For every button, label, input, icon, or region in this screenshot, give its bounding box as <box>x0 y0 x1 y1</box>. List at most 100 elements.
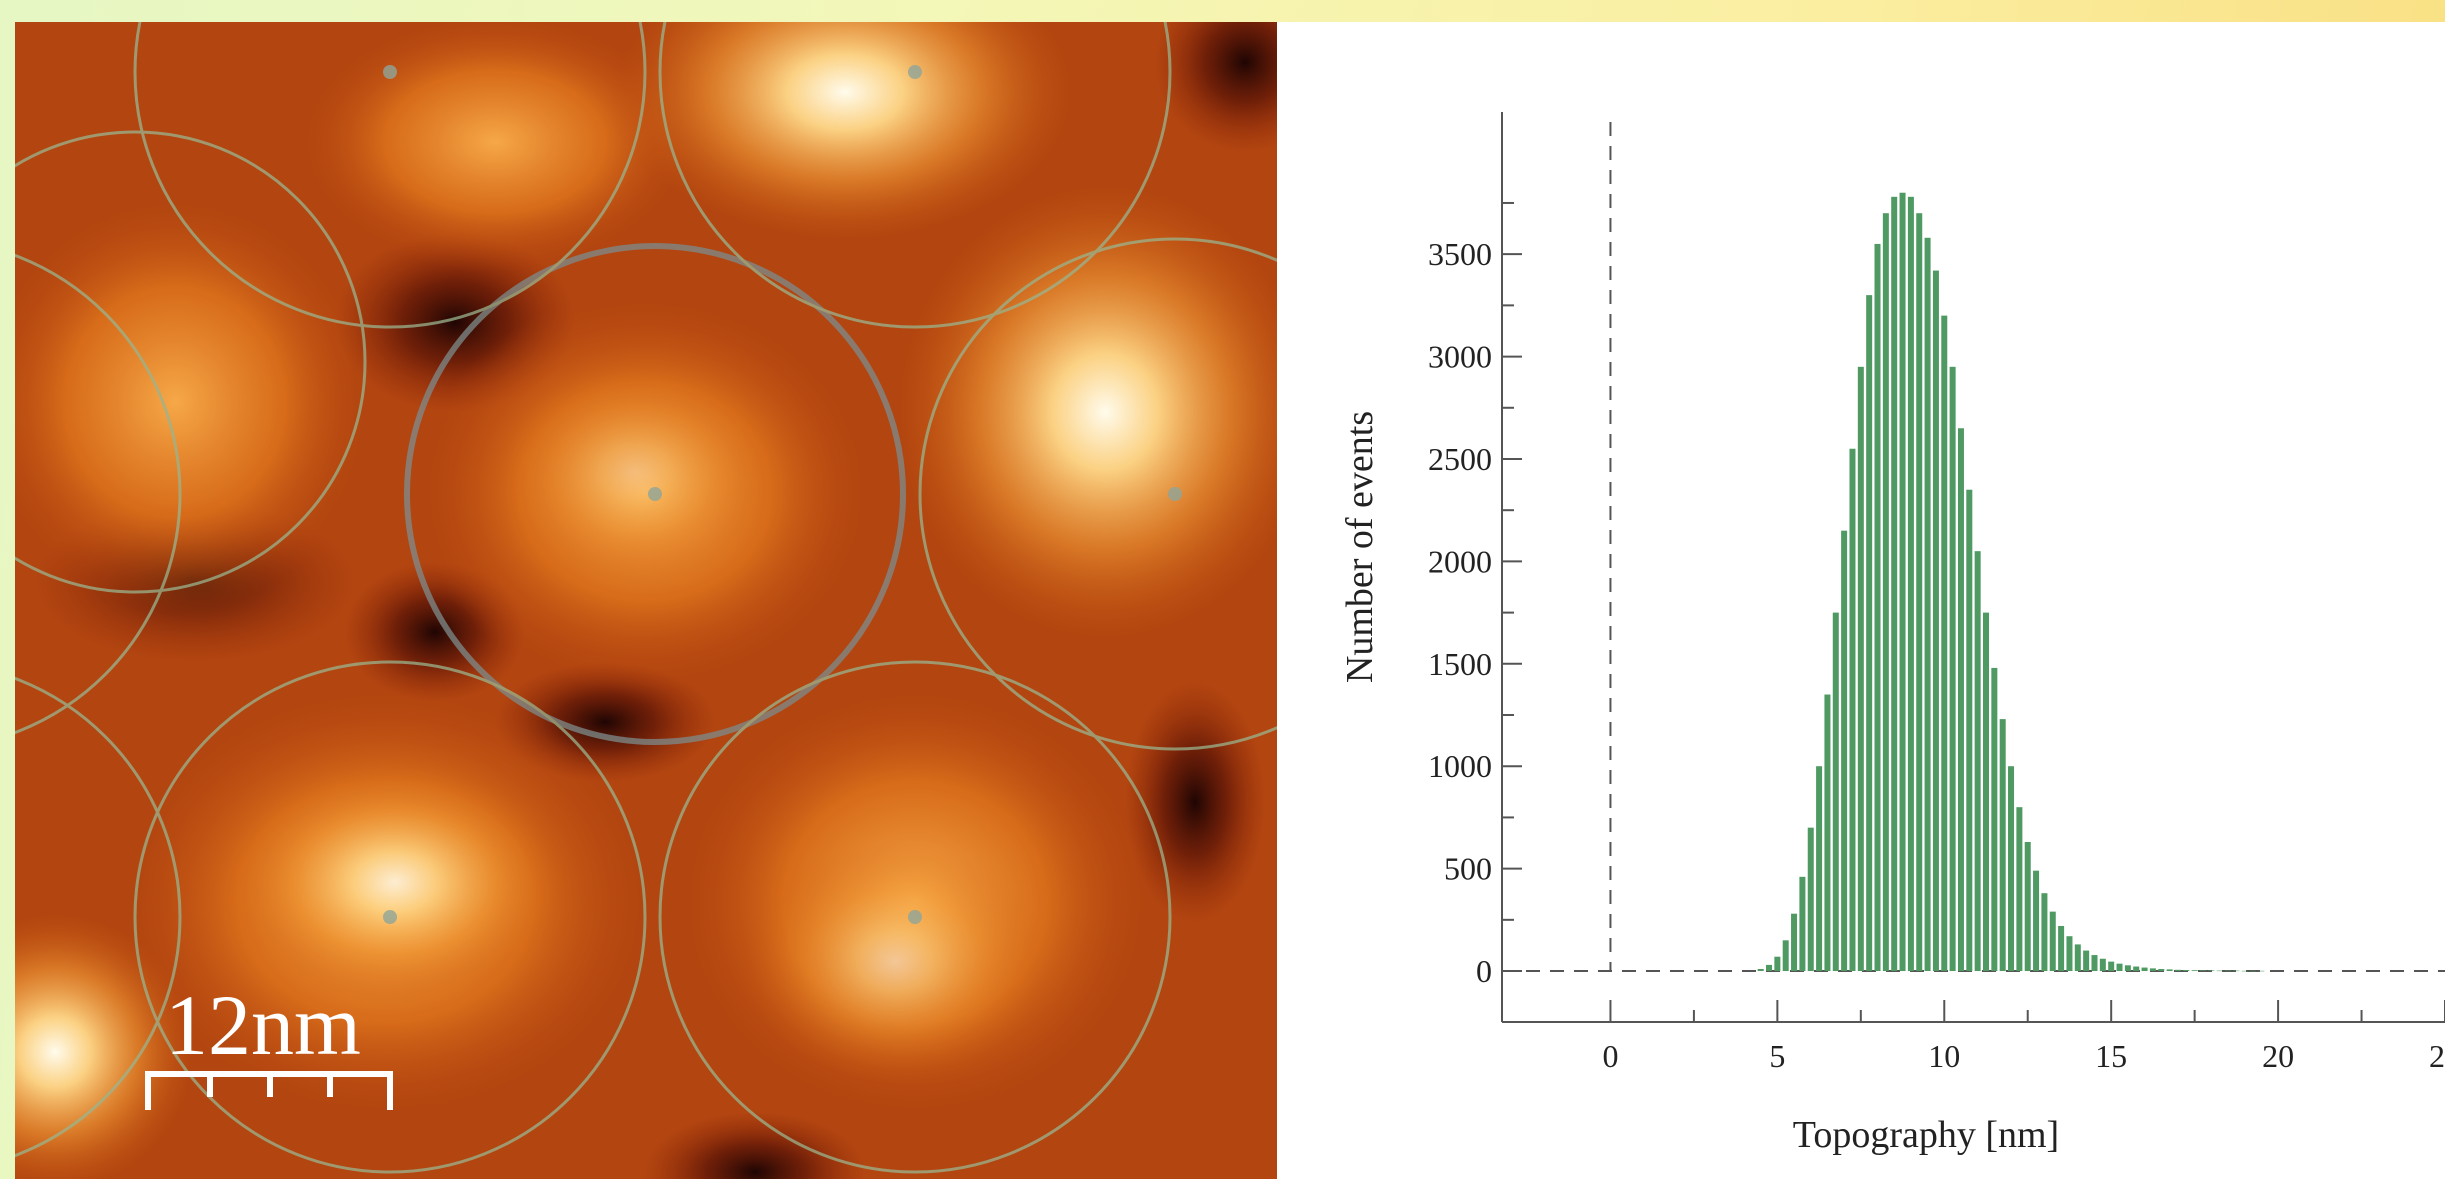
x-tick-label: 5 <box>1769 1038 1785 1074</box>
histogram-bar <box>2225 970 2232 972</box>
y-tick-label: 3500 <box>1428 236 1492 272</box>
afm-peak <box>745 842 1045 1082</box>
plot-frame <box>1501 112 2445 1023</box>
histogram-bar <box>2049 911 2056 972</box>
histogram-bar <box>2024 842 2031 972</box>
histogram-bar <box>1874 243 1881 972</box>
y-tick-label: 2500 <box>1428 441 1492 477</box>
histogram-bar <box>1841 530 1848 972</box>
x-tick-label: 15 <box>2095 1038 2127 1074</box>
histogram-bar <box>1924 237 1931 972</box>
histogram-bar <box>2166 969 2173 972</box>
grain-circle <box>658 660 1172 1174</box>
x-tick-label: 10 <box>1928 1038 1960 1074</box>
histogram-bar <box>2124 965 2131 972</box>
grain-circle-highlighted <box>404 243 906 745</box>
afm-topography-image: 12nm <box>15 22 1277 1179</box>
grain-circle <box>133 660 647 1174</box>
topography-histogram: 0510152025 0500100015002000250030003500 … <box>1277 22 2445 1179</box>
grain-center-dot <box>383 65 397 79</box>
histogram-bar <box>1857 366 1864 972</box>
grain-circle <box>15 676 182 1158</box>
histogram-bar <box>1766 964 1773 972</box>
histogram-bar <box>2233 970 2240 972</box>
histogram-bar <box>1807 827 1814 972</box>
x-tick-label: 0 <box>1602 1038 1618 1074</box>
y-axis-title: Number of events <box>1339 411 1381 683</box>
histogram-bar <box>1982 612 1990 972</box>
histogram-bar <box>1816 766 1823 972</box>
histogram-bar <box>1866 295 1873 972</box>
histogram-bar <box>1832 612 1839 972</box>
histogram-bar <box>1757 968 1764 972</box>
histogram-bar <box>1891 196 1898 972</box>
histogram-bar <box>1991 667 1998 972</box>
grain-center-dot <box>1168 487 1182 501</box>
histogram-bar <box>2033 870 2040 972</box>
histogram-bar <box>2016 807 2023 972</box>
grain-circle <box>918 237 1277 751</box>
x-tick-label: 20 <box>2262 1038 2294 1074</box>
histogram-bar <box>2250 970 2257 972</box>
afm-peak <box>895 182 1277 642</box>
histogram-bar <box>1782 940 1789 972</box>
histogram-bar <box>1882 213 1889 972</box>
histogram-bar <box>2208 970 2215 972</box>
histogram-bar <box>2074 944 2081 972</box>
grain-circle <box>15 130 367 594</box>
y-tick-label: 1500 <box>1428 646 1492 682</box>
afm-peak <box>225 762 565 1002</box>
histogram-bar <box>1966 489 1973 972</box>
histogram-bar <box>2008 766 2015 972</box>
histogram-bar <box>2158 968 2165 972</box>
y-tick-label: 1000 <box>1428 748 1492 784</box>
histogram-bar <box>2241 970 2248 972</box>
scale-bar-label: 12nm <box>165 977 361 1073</box>
histogram-bar <box>2149 968 2156 972</box>
histogram-bar <box>1999 719 2006 972</box>
grain-center-markers <box>383 65 1182 924</box>
histogram-bar <box>1774 956 1781 972</box>
x-axis-ticks: 0 5 10 15 20 25 <box>1602 1000 2445 1074</box>
histogram-bar <box>2083 950 2090 972</box>
afm-heightmap <box>15 22 1277 1179</box>
y-tick-label: 500 <box>1444 851 1492 887</box>
histogram-bar <box>1932 270 1939 972</box>
grain-circle <box>15 253 182 735</box>
histogram-bar <box>2066 936 2073 972</box>
histogram-bars <box>1757 192 2265 972</box>
histogram-bar <box>2058 925 2065 972</box>
afm-peak <box>615 22 1075 242</box>
afm-grain <box>295 22 695 272</box>
histogram-bar <box>2141 967 2148 972</box>
histogram-bar <box>1907 196 1914 972</box>
histogram-bar <box>1957 428 1964 972</box>
grain-circle <box>658 22 1172 329</box>
grain-center-dot <box>648 487 662 501</box>
histogram-bar <box>1974 551 1981 972</box>
x-axis-title: Topography [nm] <box>1793 1114 2059 1156</box>
histogram-bar <box>1949 366 1956 972</box>
histogram-bar <box>2199 970 2206 972</box>
histogram-bar <box>2216 970 2223 972</box>
scale-bar <box>145 1071 393 1110</box>
afm-peak <box>495 362 775 582</box>
grain-circle-overlays <box>15 22 1277 1174</box>
y-tick-label: 3000 <box>1428 339 1492 375</box>
histogram-bar <box>2191 970 2198 972</box>
grain-center-dot <box>383 910 397 924</box>
y-axis-ticks: 0 500 1000 1500 2000 2500 3000 3500 <box>1428 201 1522 989</box>
histogram-bar <box>1824 694 1831 972</box>
afm-valley <box>1155 22 1277 152</box>
histogram-bar <box>2174 969 2181 972</box>
histogram-bar <box>2099 958 2106 972</box>
afm-valley <box>645 1112 865 1179</box>
afm-grain <box>15 192 375 612</box>
histogram-bar <box>2041 893 2048 972</box>
y-tick-label: 0 <box>1476 953 1492 989</box>
histogram-bar <box>2133 966 2140 972</box>
histogram-bar <box>2183 970 2190 972</box>
histogram-bar <box>2116 963 2123 972</box>
afm-peak <box>15 912 195 1179</box>
grain-center-dot <box>908 65 922 79</box>
